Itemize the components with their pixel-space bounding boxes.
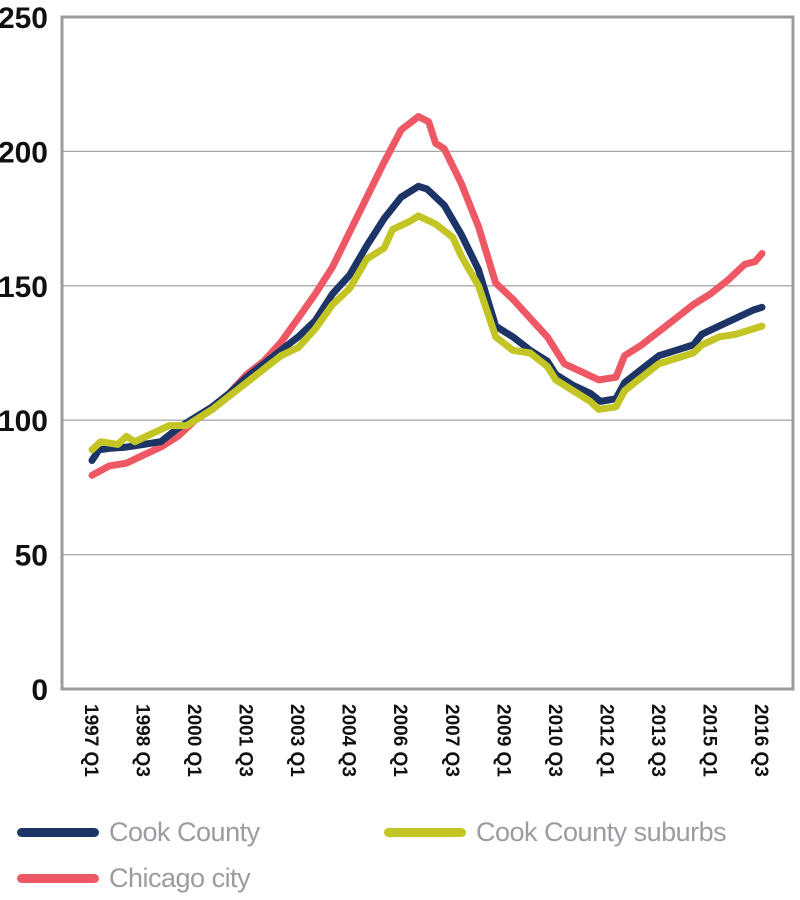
x-tick-label-13: 2016 Q3: [750, 704, 771, 777]
y-tick-label-0: 0: [31, 674, 48, 707]
y-tick-label-100: 100: [0, 405, 48, 438]
legend-item-cook-county[interactable]: Cook County: [17, 817, 260, 848]
x-tick-label-4: 2003 Q1: [286, 704, 307, 777]
x-tick-label-12: 2015 Q1: [698, 704, 719, 777]
plot-frame: [60, 15, 795, 691]
line-chart: 0 50 100 150 200 250 1997 Q1 1998 Q3 2000 Q1 200…: [0, 2, 795, 777]
y-tick-label-50: 50: [15, 540, 48, 573]
x-axis-tick-labels: 1997 Q1 1998 Q3 2000 Q1 2001 Q3 2003 Q1 2004 …: [80, 704, 771, 777]
legend-item-chicago-city[interactable]: Chicago city: [17, 863, 251, 894]
y-axis-tick-labels: 0 50 100 150 200 250: [0, 2, 48, 707]
legend-swatch-cook-county: [17, 828, 99, 837]
legend-label-cook-county: Cook County: [109, 817, 260, 847]
x-tick-label-1: 1998 Q3: [132, 704, 153, 777]
x-tick-label-6: 2006 Q1: [389, 704, 410, 777]
x-tick-label-9: 2010 Q3: [544, 704, 565, 777]
y-tick-label-250: 250: [0, 2, 48, 35]
x-tick-label-7: 2007 Q3: [441, 704, 462, 777]
x-tick-label-10: 2012 Q1: [595, 704, 616, 777]
x-tick-label-3: 2001 Q3: [235, 704, 256, 777]
x-tick-label-0: 1997 Q1: [80, 704, 101, 777]
x-tick-label-11: 2013 Q3: [647, 704, 668, 777]
gridlines: [62, 150, 793, 556]
legend-item-cook-county-suburbs[interactable]: Cook County suburbs: [384, 817, 727, 848]
legend: Cook County Cook County suburbs Chicago …: [0, 805, 800, 900]
x-tick-label-2: 2000 Q1: [183, 704, 204, 777]
y-tick-label-150: 150: [0, 271, 48, 304]
y-tick-label-200: 200: [0, 136, 48, 169]
series-lines: [88, 113, 766, 479]
x-tick-label-8: 2009 Q1: [492, 704, 513, 777]
legend-label-chicago-city: Chicago city: [109, 863, 251, 893]
legend-swatch-chicago-city: [17, 874, 99, 883]
legend-label-cook-county-suburbs: Cook County suburbs: [476, 817, 727, 847]
legend-swatch-cook-county-suburbs: [384, 828, 466, 837]
x-tick-label-5: 2004 Q3: [338, 704, 359, 777]
series-line-cook-county-suburbs: [88, 212, 766, 454]
